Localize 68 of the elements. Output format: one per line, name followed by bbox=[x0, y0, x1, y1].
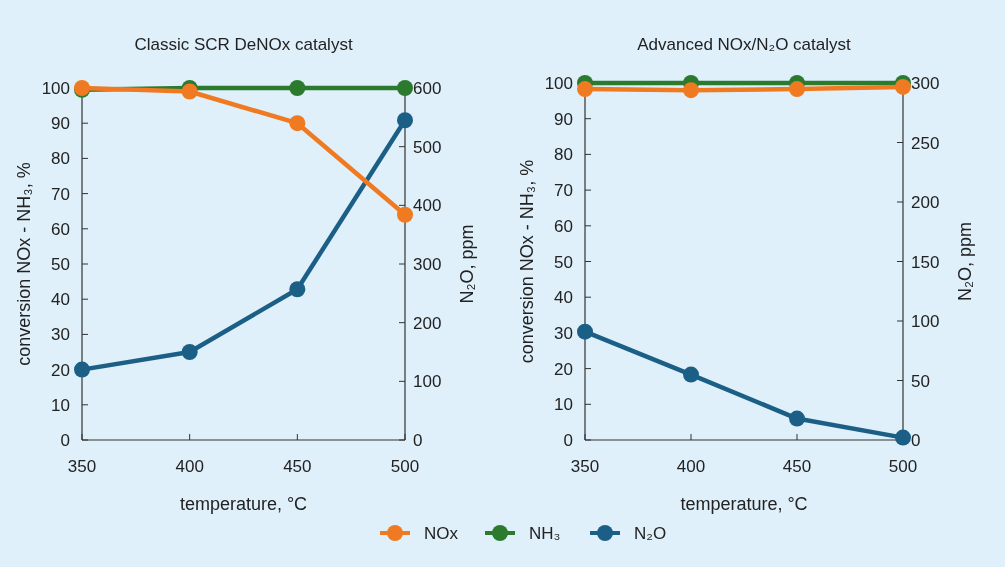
y-tick-label: 80 bbox=[51, 149, 70, 169]
y2-tick-label: 250 bbox=[911, 133, 940, 153]
x-tick-label: 350 bbox=[570, 457, 600, 476]
point bbox=[289, 80, 306, 96]
y-tick-label: 60 bbox=[554, 216, 573, 236]
y2-tick-label: 200 bbox=[911, 193, 940, 212]
y-tick-label: 40 bbox=[51, 290, 70, 310]
y-tick-label: 100 bbox=[544, 74, 573, 93]
y-tick-label: 50 bbox=[554, 252, 573, 272]
y2-tick-label: 0 bbox=[911, 431, 921, 450]
y-tick-label: 70 bbox=[51, 184, 70, 204]
legend-label: N₂O bbox=[634, 524, 667, 543]
point bbox=[895, 429, 911, 446]
legend-label: NH₃ bbox=[529, 524, 561, 543]
point bbox=[397, 112, 413, 129]
y2-tick-label: 600 bbox=[413, 79, 442, 98]
x-tick-label: 500 bbox=[888, 457, 918, 476]
y-axis-title: conversion NOx - NH₃, % bbox=[14, 162, 34, 366]
y-tick-label: 20 bbox=[554, 359, 573, 379]
y-tick-label: 20 bbox=[51, 360, 70, 380]
chart-title: Classic SCR DeNOx catalyst bbox=[134, 35, 353, 54]
y2-tick-label: 50 bbox=[911, 371, 930, 391]
point bbox=[577, 323, 593, 340]
x-axis-title: temperature, °C bbox=[680, 494, 808, 514]
x-axis-title: temperature, °C bbox=[179, 494, 308, 514]
y-tick-label: 10 bbox=[554, 395, 573, 415]
y-tick-label: 0 bbox=[60, 431, 70, 450]
y-tick-label: 70 bbox=[554, 181, 573, 201]
legend-label: NOx bbox=[424, 524, 459, 543]
y2-tick-label: 500 bbox=[413, 137, 442, 157]
x-tick-label: 350 bbox=[67, 457, 97, 476]
y-tick-label: 30 bbox=[554, 323, 573, 343]
y2-tick-label: 300 bbox=[911, 74, 940, 93]
y2-axis-title: N₂O, ppm bbox=[955, 221, 975, 302]
y-axis-title: conversion NOx - NH₃, % bbox=[517, 159, 537, 364]
x-tick-label: 400 bbox=[175, 457, 204, 476]
y-tick-label: 100 bbox=[41, 79, 70, 98]
point bbox=[181, 344, 198, 360]
point bbox=[289, 115, 306, 132]
point bbox=[289, 281, 306, 298]
y2-tick-label: 0 bbox=[413, 431, 423, 450]
point bbox=[683, 366, 699, 383]
y-tick-label: 60 bbox=[51, 219, 70, 239]
y-tick-label: 0 bbox=[563, 431, 573, 450]
y2-tick-label: 200 bbox=[413, 313, 442, 333]
y2-tick-label: 400 bbox=[413, 196, 442, 216]
y2-tick-label: 100 bbox=[911, 312, 940, 331]
point bbox=[181, 83, 198, 100]
y-tick-label: 10 bbox=[51, 395, 70, 415]
y2-axis-title: N₂O, ppm bbox=[457, 224, 477, 304]
y-tick-label: 30 bbox=[51, 325, 70, 345]
y2-tick-label: 100 bbox=[413, 372, 442, 392]
y-tick-label: 50 bbox=[51, 255, 70, 274]
x-tick-label: 500 bbox=[390, 457, 420, 476]
y2-tick-label: 150 bbox=[911, 252, 940, 272]
y-tick-label: 80 bbox=[554, 145, 573, 165]
chart-title: Advanced NOx/N₂O catalyst bbox=[637, 35, 852, 54]
x-tick-label: 400 bbox=[676, 457, 706, 476]
point bbox=[397, 80, 413, 96]
point bbox=[74, 361, 90, 378]
point bbox=[789, 410, 805, 427]
y-tick-label: 90 bbox=[554, 109, 573, 129]
x-tick-label: 450 bbox=[283, 457, 312, 476]
point bbox=[397, 206, 413, 223]
y2-tick-label: 300 bbox=[413, 255, 442, 274]
y-tick-label: 40 bbox=[554, 288, 573, 308]
y-tick-label: 90 bbox=[51, 114, 70, 134]
x-tick-label: 450 bbox=[782, 457, 812, 476]
